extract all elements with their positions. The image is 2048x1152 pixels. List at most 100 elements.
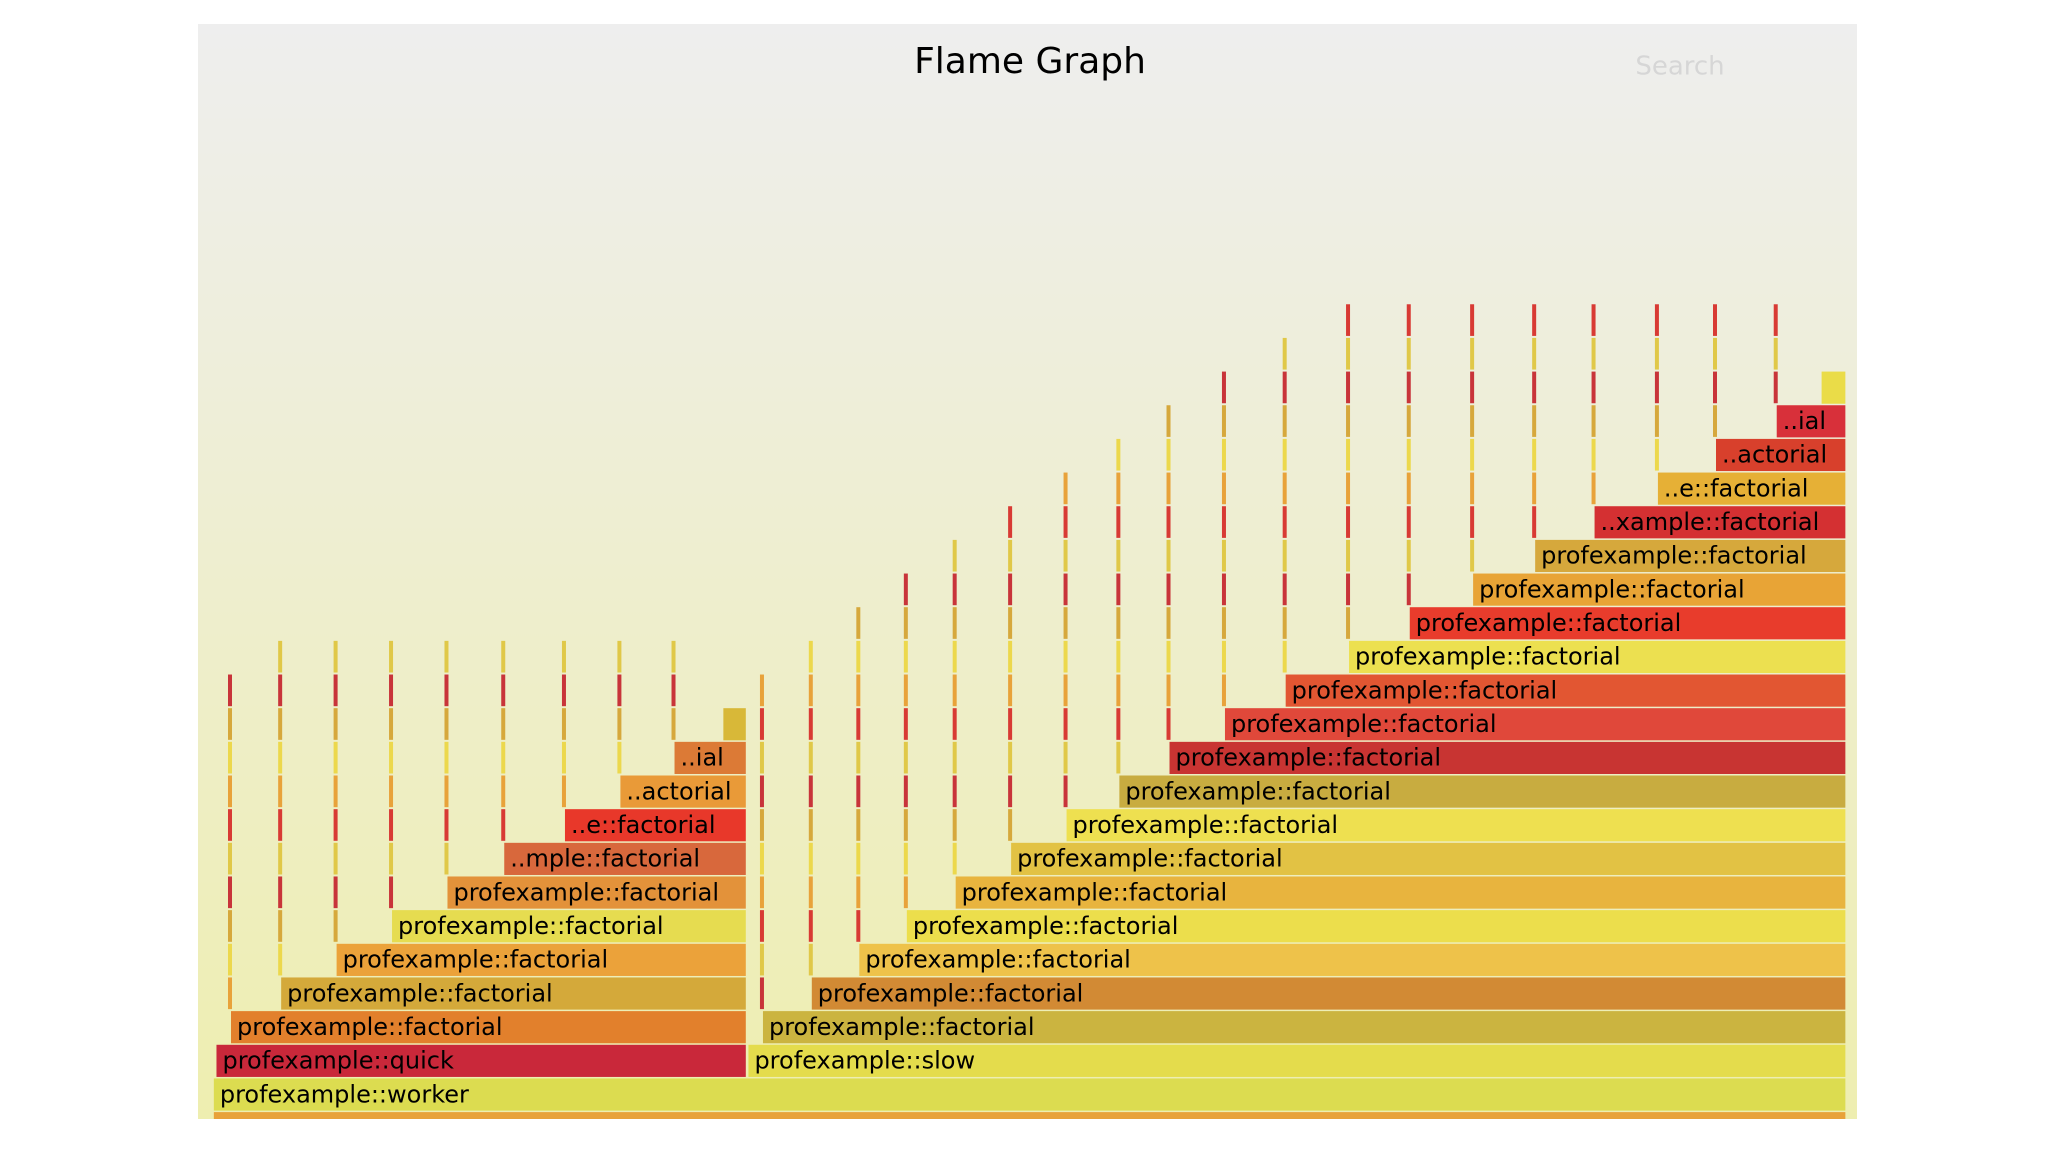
frame[interactable]: [811, 977, 1846, 1010]
frame-label: profexample::factorial: [818, 979, 1084, 1007]
sliver: [952, 775, 957, 808]
sliver: [389, 674, 394, 707]
frame[interactable]: [1594, 506, 1846, 539]
sliver: [1166, 472, 1171, 505]
sliver: [1591, 472, 1596, 505]
sliver: [856, 876, 861, 909]
frame[interactable]: [1776, 405, 1846, 438]
sliver: [952, 573, 957, 606]
sliver: [228, 943, 232, 976]
sliver: [1116, 472, 1121, 505]
frame[interactable]: [336, 943, 746, 976]
sliver: [561, 741, 566, 774]
sliver: [228, 741, 232, 774]
sliver: [278, 674, 283, 707]
frame[interactable]: [216, 1044, 746, 1077]
frame[interactable]: [1119, 775, 1846, 808]
frame[interactable]: [1409, 607, 1846, 640]
sliver: [617, 708, 622, 740]
frame[interactable]: [1473, 573, 1846, 606]
sliver: [228, 674, 232, 707]
sliver: [444, 708, 449, 740]
sliver: [1406, 438, 1411, 471]
sliver: [952, 674, 957, 707]
frame[interactable]: [447, 876, 746, 909]
sliver: [1346, 438, 1351, 471]
sliver: [1221, 472, 1226, 505]
frame[interactable]: [392, 910, 746, 943]
sliver: [1221, 607, 1226, 639]
frame-label: ..ial: [681, 744, 724, 772]
sliver: [1346, 304, 1351, 336]
sliver: [1532, 337, 1537, 370]
sliver: [501, 741, 506, 774]
sliver: [856, 674, 861, 707]
title: Flame Graph: [914, 41, 1146, 82]
frame[interactable]: [620, 775, 746, 808]
sliver: [1346, 371, 1351, 404]
sliver: [1591, 371, 1596, 404]
frame[interactable]: [1285, 674, 1846, 707]
sliver: [671, 640, 676, 673]
frame-label: profexample::factorial: [1125, 777, 1391, 805]
frame[interactable]: [1224, 708, 1846, 741]
sliver: [1346, 472, 1351, 505]
frame[interactable]: [1169, 741, 1846, 774]
frame[interactable]: [748, 1044, 1846, 1077]
sliver: [228, 708, 232, 740]
sliver: [808, 640, 813, 673]
frame[interactable]: [1716, 438, 1846, 472]
frame[interactable]: [906, 910, 1846, 943]
frame[interactable]: [1066, 809, 1846, 842]
frame[interactable]: [281, 977, 746, 1010]
frame-label: profexample::factorial: [1073, 811, 1339, 839]
frame[interactable]: [1349, 640, 1846, 674]
sliver: [389, 741, 394, 774]
sliver: [952, 539, 957, 572]
sliver: [1591, 337, 1596, 370]
sliver: [759, 809, 764, 841]
frame-label: ..e::factorial: [1664, 474, 1809, 502]
sliver: [903, 775, 908, 808]
sliver: [1282, 539, 1287, 572]
sliver: [1221, 506, 1226, 538]
sliver: [808, 674, 813, 707]
sliver: [1773, 304, 1778, 336]
sliver: [561, 775, 566, 808]
sliver: [952, 842, 957, 875]
frame[interactable]: [564, 809, 746, 842]
sliver: [1166, 573, 1171, 606]
sliver: [617, 741, 622, 774]
sliver: [444, 640, 449, 673]
sliver: [1166, 674, 1171, 707]
frame[interactable]: [1535, 539, 1846, 573]
frame[interactable]: [859, 943, 1846, 976]
frame[interactable]: [674, 741, 746, 774]
sliver: [389, 708, 394, 740]
frame-label: profexample::factorial: [962, 878, 1228, 906]
sliver: [1470, 371, 1475, 404]
frame[interactable]: [762, 1011, 1846, 1044]
frame: [1821, 371, 1846, 404]
sliver: [1221, 371, 1226, 404]
sliver: [759, 977, 764, 1010]
sliver: [856, 708, 861, 740]
frame[interactable]: [955, 876, 1846, 909]
sliver: [808, 842, 813, 875]
sliver: [1532, 438, 1537, 471]
sliver: [278, 741, 283, 774]
frame[interactable]: [213, 1078, 1846, 1111]
sliver: [1166, 506, 1171, 538]
sliver: [903, 842, 908, 875]
sliver: [759, 943, 764, 976]
sliver: [1470, 337, 1475, 370]
frame[interactable]: [504, 842, 746, 875]
frame[interactable]: [1657, 472, 1846, 505]
frame[interactable]: [231, 1011, 746, 1044]
frame[interactable]: [1011, 842, 1846, 875]
sliver: [389, 842, 394, 875]
search[interactable]: Search: [1635, 52, 1724, 82]
sliver: [1282, 371, 1287, 404]
